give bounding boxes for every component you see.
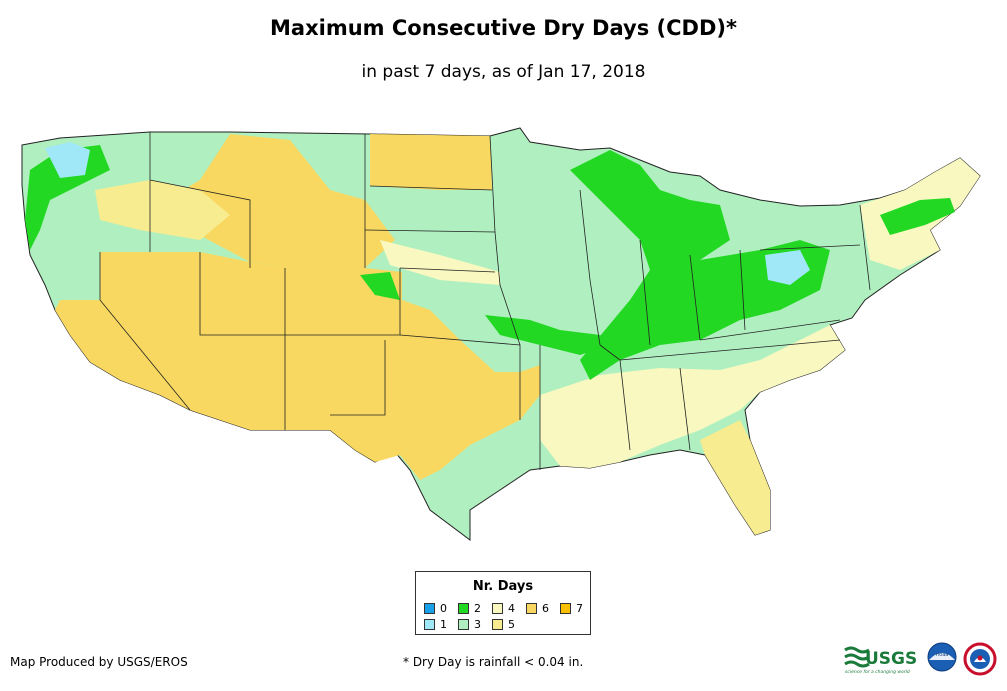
legend-swatch-3 bbox=[458, 619, 469, 630]
map-credit: Map Produced by USGS/EROS bbox=[10, 655, 188, 669]
usgs-logo: USGS science for a changing world bbox=[844, 646, 917, 675]
legend-label-0: 0 bbox=[440, 602, 447, 615]
legend-item-3: 3 bbox=[458, 618, 481, 631]
legend-label-3: 3 bbox=[474, 618, 481, 631]
legend-item-5: 5 bbox=[492, 618, 515, 631]
noaa-logo: noaa bbox=[927, 642, 957, 672]
region-greatlakes-2 bbox=[570, 150, 830, 380]
svg-text:noaa: noaa bbox=[936, 652, 948, 658]
legend-item-6: 6 bbox=[526, 602, 549, 615]
region-kansas-2 bbox=[485, 315, 610, 355]
legend-title: Nr. Days bbox=[472, 579, 534, 594]
legend-item-2: 2 bbox=[458, 602, 481, 615]
region-ohio-1 bbox=[765, 250, 810, 285]
legend-label-1: 1 bbox=[440, 618, 447, 631]
dry-day-footnote: * Dry Day is rainfall < 0.04 in. bbox=[403, 655, 584, 669]
region-west-6 bbox=[55, 252, 540, 480]
legend-swatch-4 bbox=[492, 603, 503, 614]
region-plains-4 bbox=[380, 240, 500, 285]
map-subtitle: in past 7 days, as of Jan 17, 2018 bbox=[361, 62, 646, 82]
legend-item-7: 7 bbox=[560, 602, 583, 615]
svg-text:science for a changing world: science for a changing world bbox=[845, 669, 910, 675]
legend-label-7: 7 bbox=[576, 602, 583, 615]
legend-swatch-7 bbox=[560, 603, 571, 614]
region-northplains-6 bbox=[370, 134, 492, 190]
nws-logo bbox=[963, 642, 997, 676]
agency-logos: USGS science for a changing world noaa bbox=[844, 642, 997, 676]
legend-swatch-0 bbox=[424, 603, 435, 614]
region-southeast-4 bbox=[540, 325, 845, 468]
region-northwest-5 bbox=[95, 180, 230, 240]
legend-label-6: 6 bbox=[542, 602, 549, 615]
legend-item-4: 4 bbox=[492, 602, 515, 615]
map-title: Maximum Consecutive Dry Days (CDD)* bbox=[270, 16, 737, 40]
map-legend: Nr. Days 0 1 2 3 4 5 6 7 bbox=[415, 571, 591, 635]
region-colorado-2 bbox=[360, 272, 400, 300]
legend-swatch-6 bbox=[526, 603, 537, 614]
legend-swatch-2 bbox=[458, 603, 469, 614]
legend-swatch-5 bbox=[492, 619, 503, 630]
legend-label-5: 5 bbox=[508, 618, 515, 631]
us-dry-days-map bbox=[21, 127, 981, 541]
region-florida-5 bbox=[700, 420, 770, 535]
region-pnw-1 bbox=[45, 142, 90, 178]
legend-swatch-1 bbox=[424, 619, 435, 630]
svg-text:USGS: USGS bbox=[865, 649, 917, 669]
legend-item-0: 0 bbox=[424, 602, 447, 615]
legend-label-4: 4 bbox=[508, 602, 515, 615]
legend-label-2: 2 bbox=[474, 602, 481, 615]
region-pnw-2 bbox=[25, 145, 110, 250]
legend-item-1: 1 bbox=[424, 618, 447, 631]
state-borders bbox=[99, 132, 871, 470]
region-northeast-2 bbox=[880, 198, 955, 235]
region-wyoming-6 bbox=[150, 134, 395, 268]
